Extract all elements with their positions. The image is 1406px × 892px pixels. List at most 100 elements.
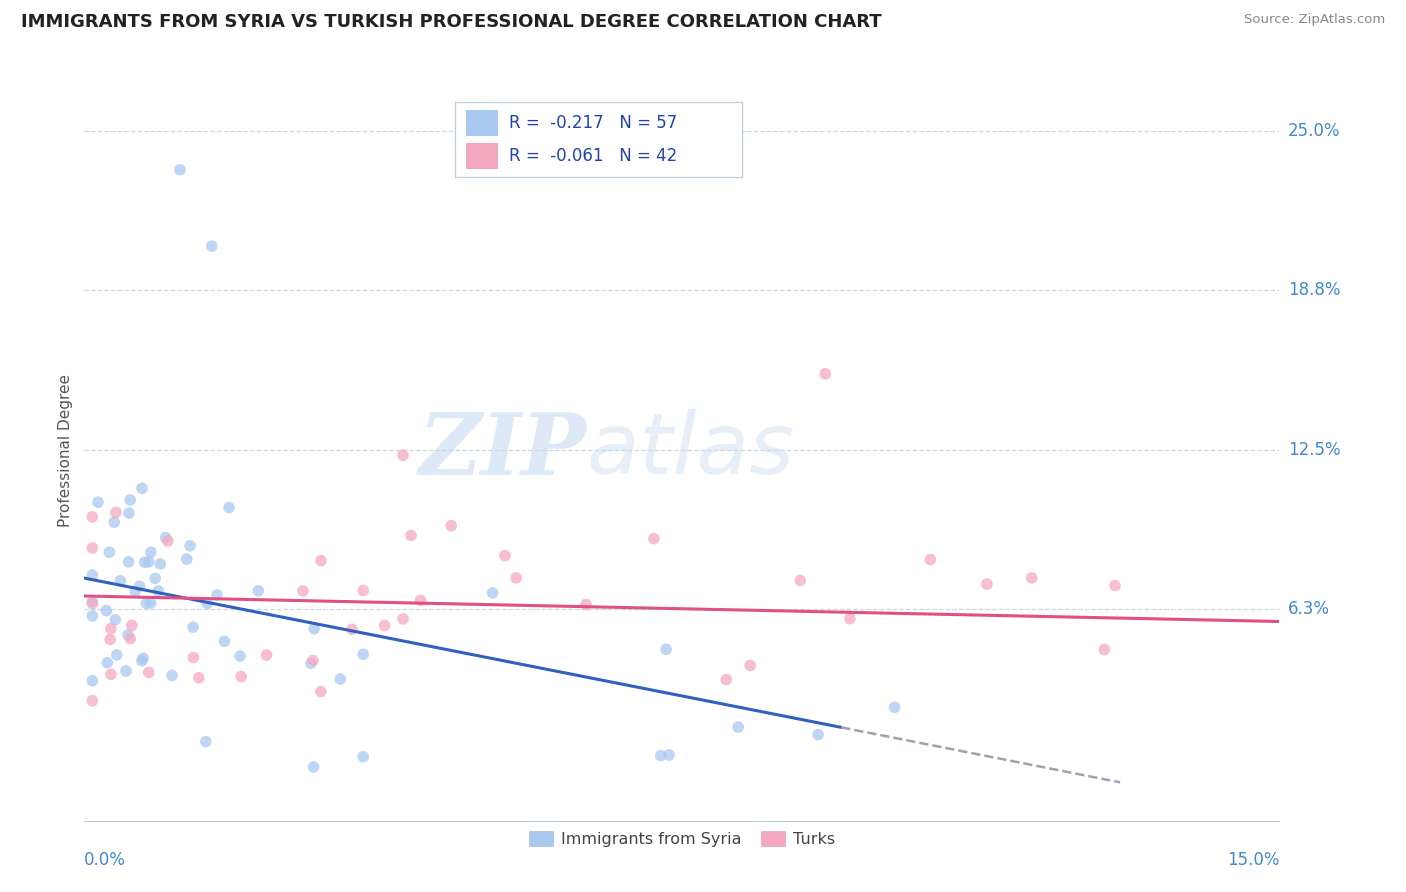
Point xyxy=(374,618,396,632)
Point xyxy=(494,549,516,563)
Point xyxy=(302,760,325,774)
Point xyxy=(87,495,110,509)
Point xyxy=(110,574,132,588)
Y-axis label: Professional Degree: Professional Degree xyxy=(58,374,73,527)
Point xyxy=(120,632,142,646)
Text: ZIP: ZIP xyxy=(419,409,586,492)
Point xyxy=(160,668,183,682)
Point xyxy=(139,596,162,610)
Point xyxy=(329,672,352,686)
Point xyxy=(117,628,139,642)
Point xyxy=(1092,642,1115,657)
Text: 18.8%: 18.8% xyxy=(1288,281,1340,299)
Point xyxy=(807,728,830,742)
Point xyxy=(179,539,201,553)
Point xyxy=(195,596,218,610)
Point xyxy=(82,541,104,555)
Point xyxy=(96,604,118,618)
Point xyxy=(132,651,155,665)
Point xyxy=(82,673,104,688)
Point xyxy=(214,634,236,648)
Point xyxy=(883,700,905,714)
Point xyxy=(118,506,141,520)
Point xyxy=(156,534,179,549)
Point xyxy=(205,588,228,602)
Point xyxy=(789,574,811,588)
Point xyxy=(82,609,104,624)
Point xyxy=(256,648,278,662)
Point xyxy=(201,239,224,253)
Point xyxy=(340,623,363,637)
Point xyxy=(117,555,139,569)
Point xyxy=(104,506,127,520)
Point xyxy=(392,448,415,462)
Point xyxy=(247,583,270,598)
Point xyxy=(120,493,142,508)
Point xyxy=(131,481,153,495)
Point xyxy=(181,620,204,634)
Point xyxy=(139,545,162,559)
Point xyxy=(115,664,138,678)
Point xyxy=(505,571,527,585)
Point xyxy=(131,654,153,668)
Point xyxy=(100,622,122,636)
Point xyxy=(124,584,146,599)
Point xyxy=(309,684,332,698)
Point xyxy=(650,748,672,763)
Point xyxy=(838,612,860,626)
Point xyxy=(104,613,127,627)
Point xyxy=(291,584,314,599)
Text: 6.3%: 6.3% xyxy=(1288,599,1330,618)
Text: 0.0%: 0.0% xyxy=(84,851,127,869)
Point xyxy=(740,658,762,673)
Point xyxy=(302,653,325,667)
Point xyxy=(658,747,681,762)
Point xyxy=(103,515,125,529)
Point xyxy=(231,670,253,684)
Text: 15.0%: 15.0% xyxy=(1227,851,1279,869)
Text: Source: ZipAtlas.com: Source: ZipAtlas.com xyxy=(1244,13,1385,27)
Point xyxy=(352,583,374,598)
Point xyxy=(1104,578,1126,592)
Point xyxy=(194,734,217,748)
Point xyxy=(392,612,415,626)
Point xyxy=(176,552,198,566)
Text: atlas: atlas xyxy=(586,409,794,492)
Point xyxy=(149,557,172,571)
Point xyxy=(183,650,205,665)
Point xyxy=(920,552,942,566)
Point xyxy=(302,622,325,636)
Point xyxy=(814,367,837,381)
Point xyxy=(100,667,122,681)
Point xyxy=(82,568,104,582)
Point xyxy=(218,500,240,515)
Text: 12.5%: 12.5% xyxy=(1288,442,1340,459)
Point xyxy=(187,671,209,685)
Point xyxy=(229,649,252,664)
Point xyxy=(1021,571,1043,585)
Point xyxy=(148,583,170,598)
Point xyxy=(134,555,156,569)
Point xyxy=(399,528,422,542)
Point xyxy=(643,532,665,546)
Point xyxy=(309,553,332,567)
Point xyxy=(352,648,374,662)
Point xyxy=(655,642,678,657)
Point xyxy=(128,579,150,593)
Point xyxy=(440,518,463,533)
Point xyxy=(82,597,104,611)
Point xyxy=(96,656,118,670)
Point xyxy=(143,571,166,585)
Text: IMMIGRANTS FROM SYRIA VS TURKISH PROFESSIONAL DEGREE CORRELATION CHART: IMMIGRANTS FROM SYRIA VS TURKISH PROFESS… xyxy=(21,13,882,31)
Point xyxy=(976,577,998,591)
Point xyxy=(481,586,503,600)
Point xyxy=(82,509,104,524)
Point xyxy=(135,596,157,610)
Point xyxy=(716,673,738,687)
Point xyxy=(352,749,374,764)
Point xyxy=(575,598,598,612)
Point xyxy=(82,594,104,608)
Point xyxy=(169,162,191,177)
Point xyxy=(409,593,432,607)
Point xyxy=(105,648,128,662)
